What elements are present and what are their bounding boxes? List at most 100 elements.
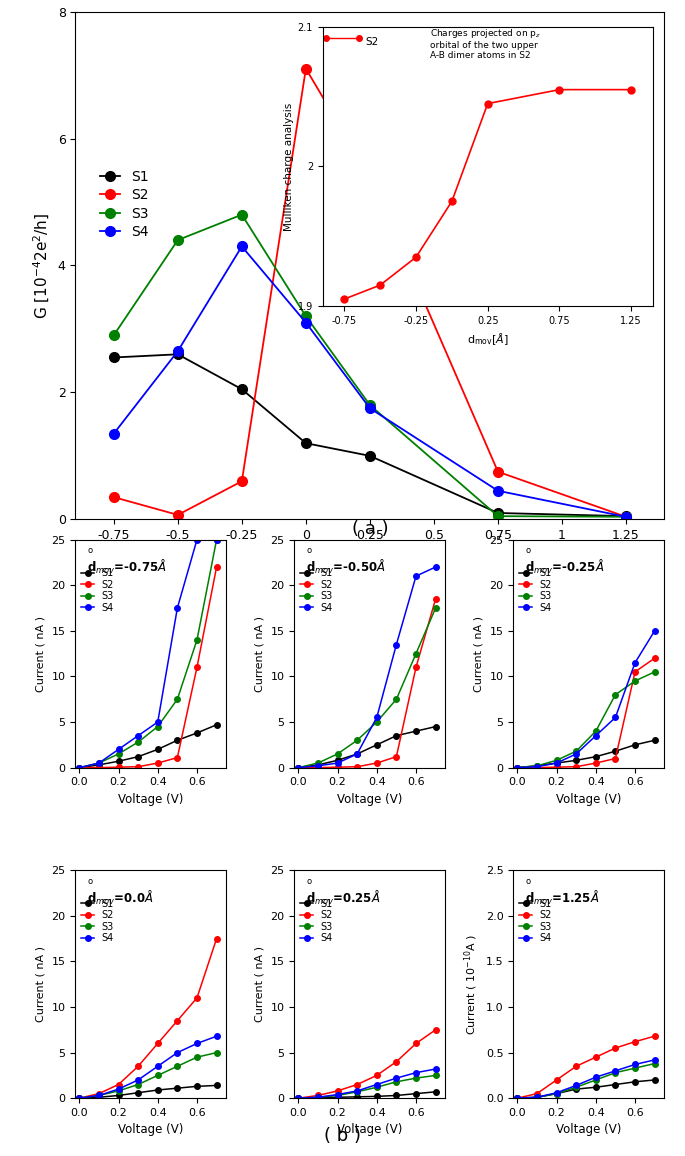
X-axis label: Voltage (V): Voltage (V): [556, 1124, 621, 1136]
S1: [631, 1075, 639, 1089]
Text: o: o: [525, 547, 531, 556]
S2: [75, 1091, 84, 1105]
S1: [75, 761, 84, 775]
S2: [533, 1087, 541, 1101]
S3: [651, 665, 659, 679]
S2: [552, 761, 560, 775]
Text: o: o: [306, 877, 312, 885]
S4: [75, 761, 84, 775]
Line: S1: S1: [295, 724, 438, 770]
S4: [353, 747, 361, 761]
S4: [611, 1064, 619, 1077]
Line: S3: S3: [295, 606, 438, 770]
S1: [533, 1090, 541, 1104]
X-axis label: d$_{\rm mov}$[$\AA$]: d$_{\rm mov}$[$\AA$]: [342, 548, 398, 570]
Line: S4: S4: [77, 1033, 219, 1101]
S1: [294, 761, 302, 775]
S2: [622, 510, 630, 524]
S3: [631, 1061, 639, 1075]
Line: S4: S4: [514, 628, 658, 770]
S4: [592, 1070, 600, 1084]
S2: [533, 761, 541, 775]
S4: [631, 655, 639, 669]
S1: [572, 1082, 580, 1096]
X-axis label: Voltage (V): Voltage (V): [556, 793, 621, 806]
S2: [238, 474, 246, 488]
S3: [334, 1089, 342, 1103]
S4: [153, 1059, 162, 1073]
S4: [494, 484, 502, 498]
Text: d$_{mov}$=1.25$\AA$: d$_{mov}$=1.25$\AA$: [525, 889, 600, 906]
S3: [366, 398, 374, 412]
S1: [134, 750, 142, 764]
S4: [173, 1046, 182, 1060]
S2: [212, 932, 221, 946]
S1: [631, 738, 639, 751]
Line: S1: S1: [514, 738, 658, 770]
S1: [432, 720, 440, 734]
S3: [393, 692, 401, 706]
S3: [110, 328, 118, 342]
S2: [412, 660, 420, 674]
S4: [513, 1091, 521, 1105]
Line: S3: S3: [109, 209, 631, 521]
S3: [513, 1091, 521, 1105]
S4: [533, 759, 541, 773]
S2: [513, 761, 521, 775]
Line: S4: S4: [77, 536, 219, 770]
Text: o: o: [525, 877, 531, 885]
S1: [153, 1083, 162, 1097]
S4: [75, 1091, 84, 1105]
S2: [552, 1073, 560, 1087]
S1: [513, 761, 521, 775]
S3: [611, 1066, 619, 1080]
S4: [622, 510, 630, 524]
S4: [314, 758, 322, 772]
Y-axis label: G [$10^{-4}$2e$^2$/h]: G [$10^{-4}$2e$^2$/h]: [32, 213, 52, 319]
S1: [302, 436, 310, 450]
S2: [592, 1051, 600, 1065]
S1: [513, 1091, 521, 1105]
S3: [294, 1091, 302, 1105]
Legend: S1, S2, S3, S4: S1, S2, S3, S4: [299, 898, 334, 944]
S4: [513, 761, 521, 775]
S3: [373, 716, 381, 729]
S1: [353, 747, 361, 761]
S1: [572, 754, 580, 768]
X-axis label: Voltage (V): Voltage (V): [119, 793, 184, 806]
S4: [373, 1077, 381, 1091]
S3: [134, 1077, 142, 1091]
S1: [110, 350, 118, 364]
Text: o: o: [88, 547, 92, 556]
S4: [651, 624, 659, 638]
S4: [238, 239, 246, 253]
S3: [173, 692, 182, 706]
S1: [95, 758, 103, 772]
Legend: S1, S2, S3, S4: S1, S2, S3, S4: [299, 568, 334, 614]
Text: d$_{mov}$=0.25$\AA$: d$_{mov}$=0.25$\AA$: [306, 889, 381, 906]
X-axis label: Voltage (V): Voltage (V): [119, 1124, 184, 1136]
S1: [592, 1081, 600, 1095]
S4: [95, 756, 103, 770]
S2: [173, 750, 182, 764]
S1: [334, 754, 342, 768]
Text: o: o: [88, 877, 92, 885]
S1: [238, 383, 246, 397]
Y-axis label: Current ( nA ): Current ( nA ): [36, 616, 46, 691]
S3: [114, 1084, 123, 1098]
S4: [134, 728, 142, 742]
Line: S1: S1: [109, 349, 631, 521]
S1: [592, 750, 600, 764]
S4: [294, 761, 302, 775]
S1: [193, 726, 201, 740]
Line: S2: S2: [77, 564, 219, 770]
S3: [238, 208, 246, 222]
Legend: S1, S2, S3, S4: S1, S2, S3, S4: [94, 164, 155, 244]
S3: [212, 533, 221, 547]
S1: [75, 1091, 84, 1105]
S4: [114, 742, 123, 756]
X-axis label: Voltage (V): Voltage (V): [337, 793, 403, 806]
S2: [302, 61, 310, 75]
S4: [373, 711, 381, 725]
S4: [110, 427, 118, 440]
